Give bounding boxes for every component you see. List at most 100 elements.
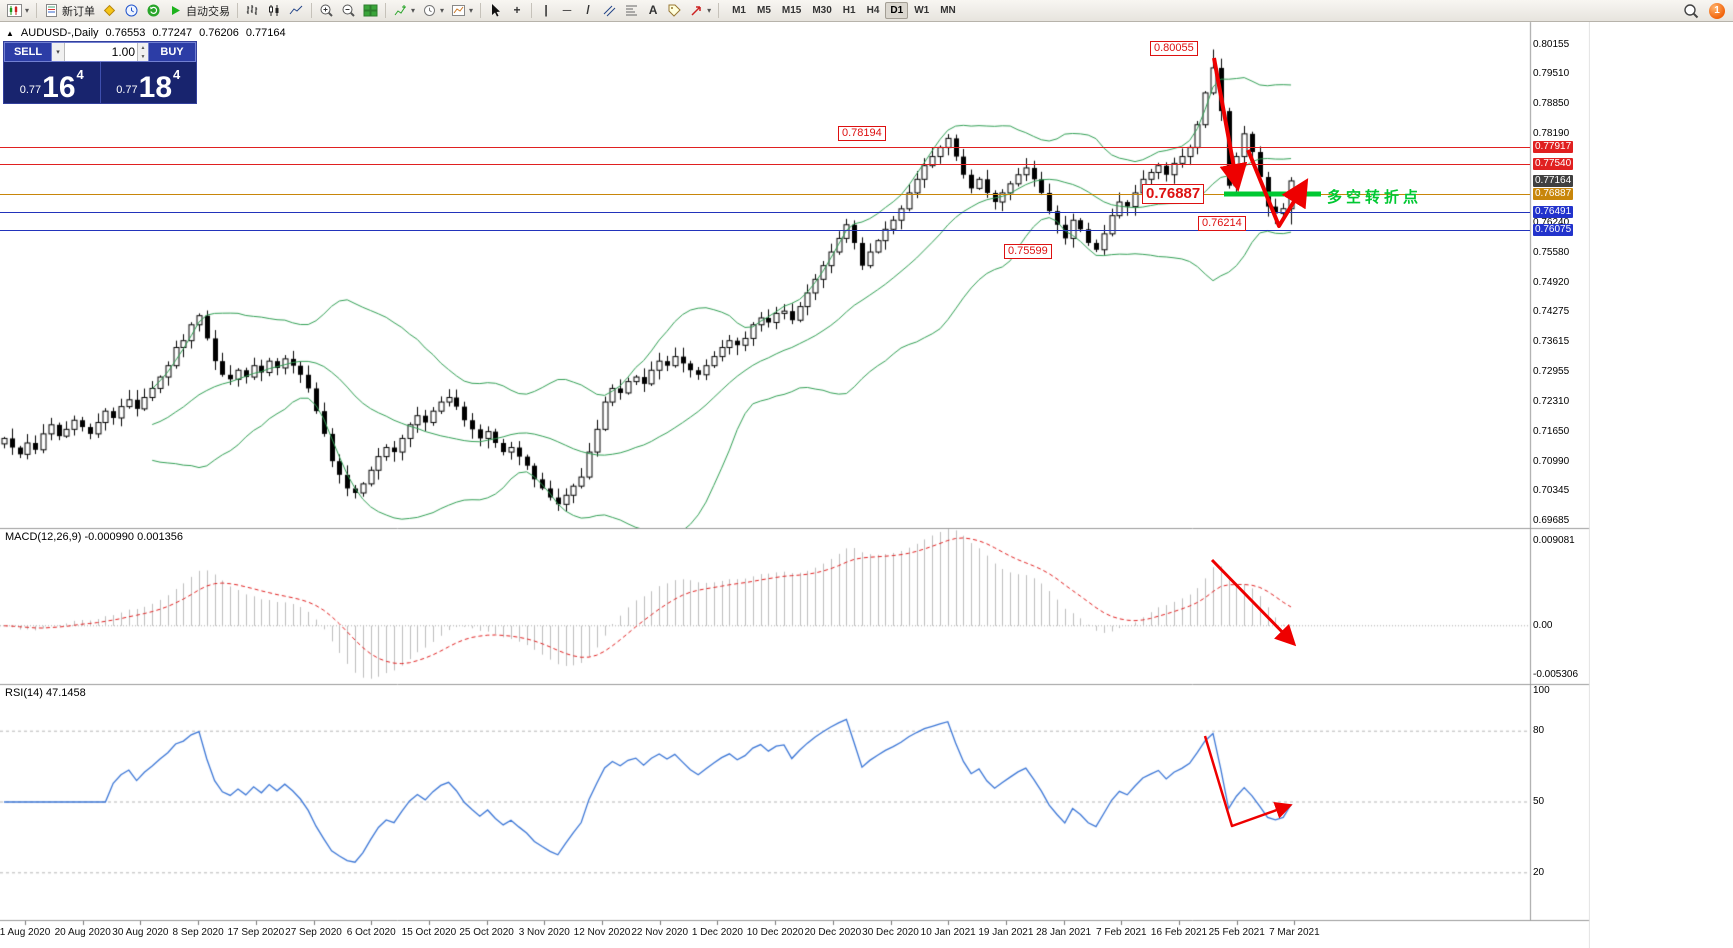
time-axis-label: 27 Sep 2020	[285, 927, 342, 938]
new-chart-caret-icon: ▾	[25, 5, 30, 15]
one-click-trading-panel: SELL ▾ ▲ ▼ BUY 0.77 16 4 0.77 18 4	[3, 41, 197, 104]
line-chart-type-icon	[289, 5, 303, 15]
symbol-title: AUDUSD-,Daily	[20, 27, 99, 39]
candlestick-window-icon	[7, 4, 22, 17]
notification-badge[interactable]: 1	[1709, 2, 1725, 19]
ohlc-close: 0.77164	[245, 27, 286, 39]
zoom-out-icon	[342, 4, 355, 17]
trendline-button[interactable]: /	[578, 1, 598, 20]
new-order-button[interactable]: 新订单	[41, 1, 98, 20]
volume-stepper-down-icon[interactable]: ▼	[140, 53, 146, 60]
periods-caret-icon: ▾	[440, 5, 445, 15]
time-axis: 1 Aug 2020 20 Aug 2020 30 Aug 2020 8 Sep 20…	[0, 927, 1590, 941]
horizontal-level-line-0.77917[interactable]	[0, 146, 1530, 148]
timeframe-button-h4[interactable]: H4	[866, 5, 880, 16]
timeframe-button-m30[interactable]: M30	[812, 5, 832, 16]
time-axis-label: 10 Jan 2021	[920, 927, 976, 938]
label-tag-icon	[668, 4, 681, 17]
turning-point-label: 多空转折点	[1327, 189, 1423, 206]
timeframe-button-d1[interactable]: D1	[885, 2, 909, 19]
ohlc-low: 0.76206	[199, 27, 239, 39]
chart-line-button[interactable]	[286, 1, 307, 20]
fibonacci-button[interactable]	[621, 1, 642, 20]
horizontal-level-line-0.76491[interactable]	[0, 211, 1530, 213]
text-tool-button[interactable]: A	[643, 1, 663, 20]
chart-canvas[interactable]	[0, 0, 1590, 948]
volume-input[interactable]	[65, 43, 137, 61]
time-axis-label: 19 Jan 2021	[978, 927, 1034, 938]
one-click-collapse-icon[interactable]: ▲	[6, 28, 14, 38]
periods-button[interactable]: ▾	[419, 1, 447, 20]
horizontal-level-line-0.76887[interactable]	[0, 193, 1530, 195]
zoom-out-button[interactable]	[338, 1, 359, 20]
toolbar-separator	[718, 3, 720, 18]
price-callout-0.80055[interactable]: 0.80055	[1150, 41, 1198, 56]
chart-bars-button[interactable]	[242, 1, 263, 20]
time-axis-label: 12 Nov 2020	[573, 927, 631, 938]
cursor-button[interactable]	[485, 1, 506, 20]
auto-trading-button[interactable]: 自动交易	[165, 1, 233, 20]
zoom-in-button[interactable]	[316, 1, 337, 20]
refresh-button[interactable]	[143, 1, 164, 20]
buy-price-display[interactable]: 0.77 18 4	[101, 62, 197, 103]
timeframe-group: M1 M5 M15 M30 H1 H4 D1 W1 MN	[727, 2, 961, 19]
indicators-icon	[394, 5, 407, 16]
sell-price-display[interactable]: 0.77 16 4	[4, 62, 100, 103]
time-axis-label: 20 Aug 2020	[54, 927, 111, 938]
templates-button[interactable]: ▾	[448, 1, 476, 20]
arrows-tool-button[interactable]: ▾	[686, 1, 714, 20]
vertical-line-icon: |	[544, 3, 548, 17]
volume-stepper-up-icon[interactable]: ▲	[140, 44, 146, 51]
price-callout-0.78194[interactable]: 0.78194	[838, 126, 886, 141]
chart-candles-button[interactable]	[264, 1, 285, 20]
time-axis-label: 1 Dec 2020	[691, 927, 743, 938]
periods-clock-icon	[424, 5, 436, 16]
time-axis-label: 30 Dec 2020	[862, 927, 919, 938]
toolbar-separator	[237, 3, 239, 18]
horizontal-level-line-0.76075[interactable]	[0, 230, 1530, 232]
arrow-tool-icon	[691, 6, 701, 16]
buy-price-prefix: 0.77	[116, 84, 138, 96]
time-axis-label: 20 Dec 2020	[804, 927, 862, 938]
time-axis-label: 25 Feb 2021	[1208, 927, 1265, 938]
timeframe-button-mn[interactable]: MN	[940, 5, 956, 16]
metaeditor-button[interactable]	[99, 1, 120, 20]
price-callout-0.75599[interactable]: 0.75599	[1004, 244, 1052, 259]
fibonacci-icon	[626, 5, 638, 16]
price-callout-0.76887[interactable]: 0.76887	[1142, 184, 1205, 204]
volume-stepper[interactable]: ▲ ▼	[137, 43, 148, 61]
time-axis-label: 25 Oct 2020	[459, 927, 514, 938]
horizontal-line-button[interactable]: ─	[557, 1, 577, 20]
timeframe-button-m1[interactable]: M1	[732, 5, 746, 16]
time-axis-label: 7 Mar 2021	[1269, 927, 1320, 938]
candle-chart-type-icon	[269, 5, 279, 16]
sell-button[interactable]: SELL	[4, 42, 52, 62]
symbol-info-bar: ▲ AUDUSD-,Daily 0.76553 0.77247 0.76206 …	[6, 27, 286, 39]
time-axis-label: 8 Sep 2020	[172, 927, 224, 938]
crosshair-icon: +	[513, 3, 521, 17]
arrows-caret-icon: ▾	[707, 5, 712, 15]
vertical-line-button[interactable]: |	[536, 1, 556, 20]
history-center-button[interactable]	[121, 1, 142, 20]
timeframe-button-m15[interactable]: M15	[781, 5, 802, 16]
indicators-button[interactable]: ▾	[390, 1, 418, 20]
channel-button[interactable]	[599, 1, 620, 20]
horizontal-level-line-0.7754[interactable]	[0, 163, 1530, 165]
tile-windows-button[interactable]	[360, 1, 381, 20]
label-tool-button[interactable]	[664, 1, 685, 20]
search-button[interactable]	[1680, 1, 1702, 20]
new-chart-button[interactable]: ▾	[4, 1, 32, 20]
timeframe-button-w1[interactable]: W1	[914, 5, 930, 16]
timeframe-button-m5[interactable]: M5	[756, 5, 771, 16]
sell-price-prefix: 0.77	[19, 84, 42, 96]
price-callout-0.76214[interactable]: 0.76214	[1198, 216, 1246, 231]
time-axis-label: 1 Aug 2020	[0, 927, 51, 938]
timeframe-button-h1[interactable]: H1	[842, 5, 856, 16]
crosshair-button[interactable]: +	[507, 1, 527, 20]
template-icon	[452, 5, 466, 16]
buy-price-pip: 4	[173, 67, 181, 82]
indicators-caret-icon: ▾	[411, 5, 416, 15]
volume-dropdown-caret-icon[interactable]: ▾	[52, 43, 65, 61]
buy-button[interactable]: BUY	[148, 42, 196, 62]
